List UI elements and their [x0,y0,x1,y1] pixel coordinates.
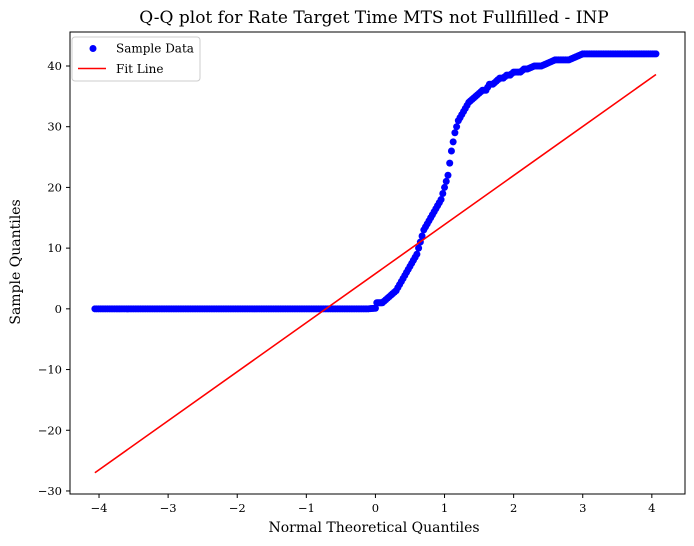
x-axis-label: Normal Theoretical Quantiles [268,520,479,536]
sample-data-point [439,189,447,197]
x-tick-label: −3 [160,501,177,515]
y-axis-ticks: −30 −20 −10 0 10 20 30 40 [38,59,70,498]
x-tick-label: 3 [579,501,586,515]
x-tick-label: −4 [91,501,108,515]
y-tick-label: −20 [38,423,62,437]
fit-line [94,73,657,474]
sample-data-point [397,278,405,286]
sample-data-point [401,271,409,279]
sample-data-point [394,284,402,292]
sample-data-point [422,223,430,231]
x-tick-label: 2 [510,501,517,515]
series-layer [91,50,660,474]
sample-data-point [432,205,440,213]
sample-data-point [418,232,426,240]
x-tick-label: 4 [648,501,655,515]
y-tick-label: 30 [47,120,62,134]
y-tick-label: −10 [38,363,62,377]
y-tick-label: 0 [55,302,62,316]
plot-area [69,31,686,495]
legend-sample-label: Sample Data [116,42,194,56]
y-axis-label: Sample Quantiles [8,199,24,324]
sample-data-point [408,259,416,267]
x-tick-label: 1 [441,501,448,515]
x-tick-label: −2 [229,501,246,515]
y-tick-label: −30 [38,484,62,498]
legend-sample-marker [89,45,97,52]
sample-data-point [404,265,412,273]
sample-data-point [447,147,455,155]
sample-data-point [460,108,468,116]
y-tick-label: 40 [47,59,62,73]
x-axis-ticks: −4 −3 −2 −1 0 1 2 3 4 [91,494,655,515]
sample-data-point [435,199,443,207]
sample-data-point [449,138,457,146]
sample-data-point [442,177,450,185]
legend: Sample Data Fit Line [71,36,201,82]
y-tick-label: 10 [47,241,62,255]
sample-data-point [411,253,419,261]
chart-title: Q-Q plot for Rate Target Time MTS not Fu… [139,8,609,28]
y-tick-label: 20 [47,180,62,194]
sample-data-point [446,159,454,167]
x-tick-label: −1 [298,501,315,515]
sample-data-point [441,183,449,191]
x-tick-label: 0 [372,501,379,515]
sample-data-point [650,50,658,58]
sample-data-point [370,304,378,312]
sample-data-point [415,244,423,252]
sample-data-point [425,217,433,225]
sample-data-point [444,171,452,179]
sample-data-point [428,211,436,219]
sample-data-point [453,123,461,131]
legend-fit-label: Fit Line [116,62,163,76]
sample-data-point [451,129,459,137]
legend-box [71,36,201,82]
sample-data-point [456,114,464,122]
